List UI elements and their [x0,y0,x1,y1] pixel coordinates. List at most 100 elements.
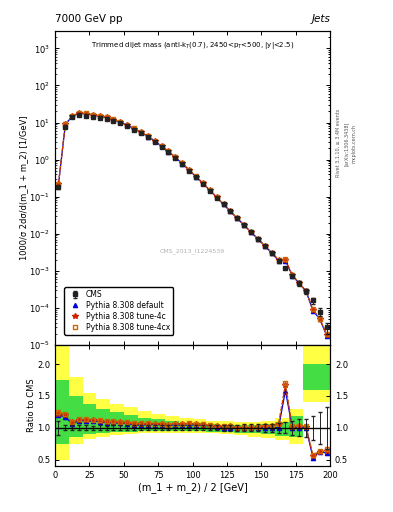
Pythia 8.308 default [84,111,88,117]
Pythia 8.308 tune-4cx [200,180,205,186]
Pythia 8.308 tune-4c [180,160,185,166]
Pythia 8.308 default [70,113,75,119]
Pythia 8.308 default [194,174,198,180]
Pythia 8.308 tune-4c [276,257,281,263]
Pythia 8.308 default [111,117,116,123]
Pythia 8.308 tune-4cx [187,166,191,173]
Text: Jets: Jets [311,14,330,25]
Pythia 8.308 tune-4c [249,229,253,236]
Pythia 8.308 default [235,216,240,222]
Pythia 8.308 default [166,148,171,155]
Bar [165,421,179,431]
Bar [179,422,193,431]
Pythia 8.308 default [249,229,253,236]
Pythia 8.308 tune-4cx [263,243,267,249]
Pythia 8.308 tune-4cx [152,138,157,144]
Pythia 8.308 tune-4cx [77,110,81,116]
Text: Trimmed dijet mass (anti-k$_T$(0.7), 2450<p$_T$<500, |y|<2.5): Trimmed dijet mass (anti-k$_T$(0.7), 245… [91,40,294,51]
Pythia 8.308 default [90,112,95,118]
X-axis label: (m_1 + m_2) / 2 [GeV]: (m_1 + m_2) / 2 [GeV] [138,482,248,494]
Pythia 8.308 tune-4c [90,112,95,118]
Pythia 8.308 tune-4c [318,316,322,322]
Pythia 8.308 default [125,122,130,128]
Pythia 8.308 default [173,154,178,160]
Bar [55,380,69,444]
Bar [303,345,330,402]
Pythia 8.308 tune-4c [70,113,75,119]
Pythia 8.308 default [77,110,81,116]
Bar [138,418,151,431]
Pythia 8.308 default [104,115,109,121]
Pythia 8.308 tune-4c [84,111,88,117]
Text: [arXiv:1306.3438]: [arXiv:1306.3438] [344,121,349,165]
Pythia 8.308 default [200,180,205,186]
Pythia 8.308 default [283,258,288,264]
Bar [234,424,248,433]
Pythia 8.308 tune-4cx [180,160,185,166]
Pythia 8.308 tune-4cx [235,215,240,221]
Bar [206,424,220,432]
Bar [165,416,179,433]
Pythia 8.308 tune-4c [132,125,136,132]
Pythia 8.308 tune-4c [166,148,171,155]
Pythia 8.308 tune-4c [152,138,157,144]
Bar [206,421,220,434]
Pythia 8.308 tune-4c [310,307,315,313]
Pythia 8.308 tune-4c [228,208,233,214]
Pythia 8.308 tune-4c [97,113,102,119]
Pythia 8.308 tune-4cx [70,113,75,119]
Pythia 8.308 tune-4c [139,129,143,135]
Pythia 8.308 default [152,138,157,144]
Bar [275,418,289,440]
Pythia 8.308 tune-4c [200,180,205,186]
Pythia 8.308 tune-4c [77,110,81,116]
Pythia 8.308 tune-4c [221,201,226,207]
Pythia 8.308 tune-4cx [276,257,281,263]
Bar [138,411,151,434]
Y-axis label: 1000/σ 2dσ/d(m_1 + m_2) [1/GeV]: 1000/σ 2dσ/d(m_1 + m_2) [1/GeV] [19,116,28,260]
Pythia 8.308 tune-4c [63,121,68,127]
Bar [248,424,261,434]
Bar [261,421,275,438]
Pythia 8.308 tune-4cx [104,114,109,120]
Pythia 8.308 tune-4c [145,133,150,139]
Pythia 8.308 tune-4cx [255,236,260,242]
Pythia 8.308 tune-4cx [283,256,288,262]
Bar [69,377,83,444]
Pythia 8.308 default [297,280,301,286]
Pythia 8.308 tune-4c [235,216,240,222]
Pythia 8.308 default [263,243,267,249]
Pythia 8.308 default [56,181,61,187]
Legend: CMS, Pythia 8.308 default, Pythia 8.308 tune-4c, Pythia 8.308 tune-4cx: CMS, Pythia 8.308 default, Pythia 8.308 … [64,287,173,335]
Bar [55,345,69,460]
Bar [69,396,83,437]
Pythia 8.308 tune-4c [290,272,295,279]
Pythia 8.308 tune-4cx [111,116,116,122]
Text: CMS_2013_I1224539: CMS_2013_I1224539 [160,248,225,253]
Pythia 8.308 tune-4c [194,174,198,180]
Pythia 8.308 default [63,121,68,127]
Pythia 8.308 tune-4cx [208,187,212,193]
Pythia 8.308 tune-4c [125,122,130,128]
Line: Pythia 8.308 tune-4c: Pythia 8.308 tune-4c [56,110,329,337]
Pythia 8.308 tune-4c [187,167,191,173]
Bar [179,418,193,433]
Pythia 8.308 default [180,161,185,167]
Y-axis label: Ratio to CMS: Ratio to CMS [27,379,36,432]
Pythia 8.308 tune-4c [304,288,309,294]
Pythia 8.308 tune-4c [214,194,219,200]
Pythia 8.308 default [132,126,136,132]
Pythia 8.308 tune-4cx [318,316,322,322]
Pythia 8.308 default [97,113,102,119]
Bar [110,413,124,432]
Pythia 8.308 tune-4c [208,187,212,193]
Bar [151,414,165,433]
Text: Rivet 3.1.10, ≥ 3.4M events: Rivet 3.1.10, ≥ 3.4M events [336,109,341,178]
Pythia 8.308 tune-4cx [125,122,130,128]
Pythia 8.308 default [145,134,150,140]
Bar [96,399,110,437]
Pythia 8.308 tune-4c [297,280,301,286]
Pythia 8.308 tune-4cx [304,288,309,294]
Pythia 8.308 default [276,258,281,264]
Pythia 8.308 default [310,308,315,314]
